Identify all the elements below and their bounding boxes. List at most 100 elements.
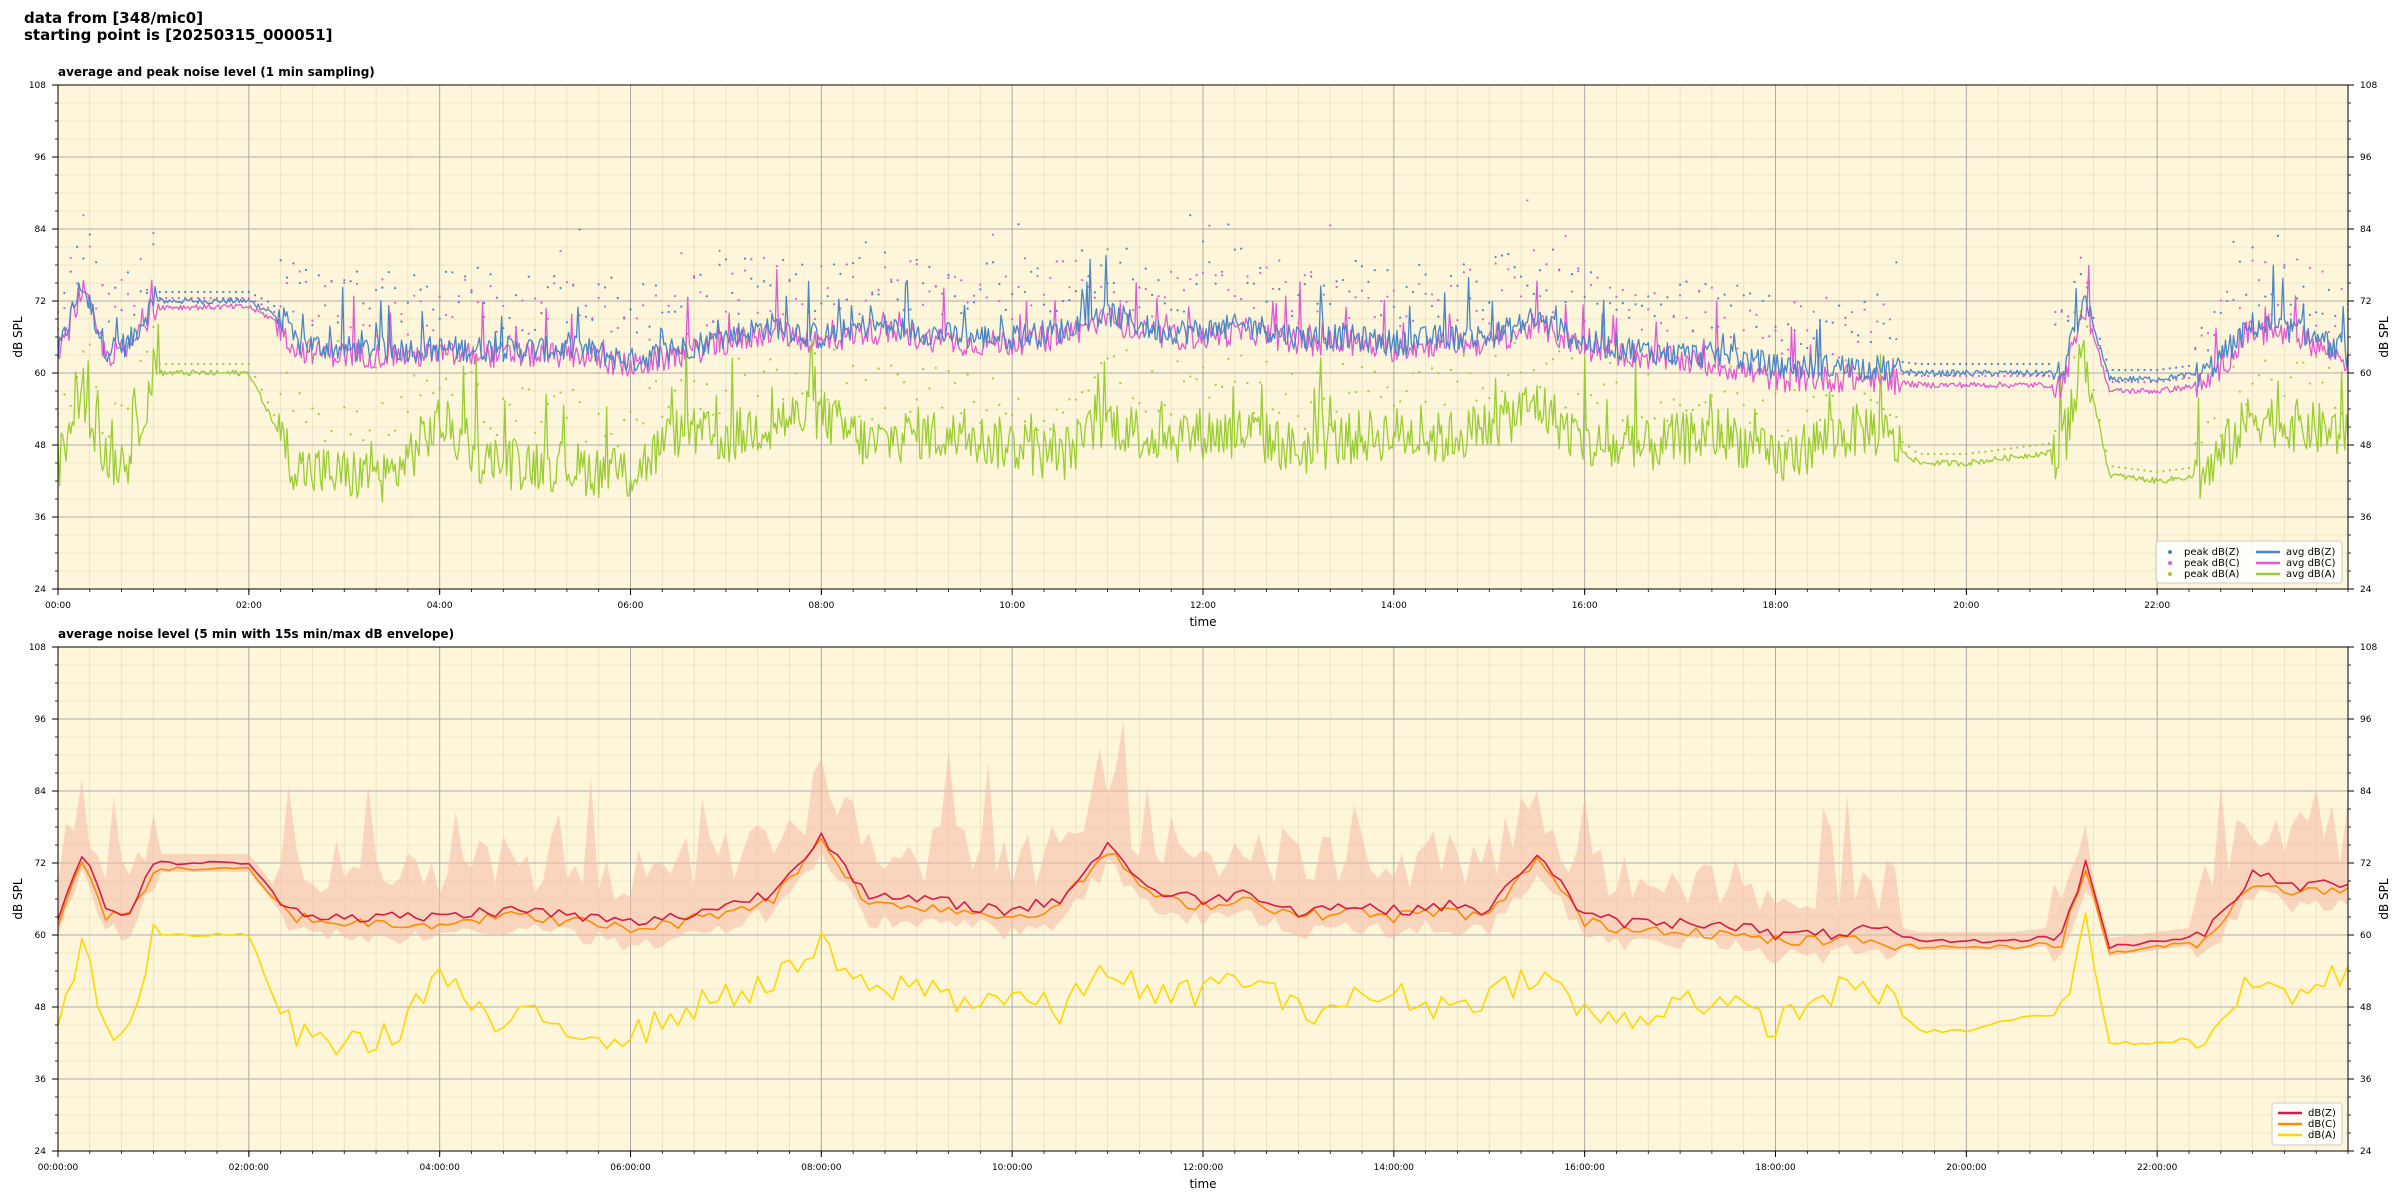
top-peak-point — [693, 276, 696, 279]
top-peak-point — [667, 405, 670, 408]
top-peak-point — [2060, 310, 2063, 313]
top-peak-point — [1977, 451, 1981, 454]
top-peak-point — [1939, 452, 1942, 456]
top-peak-point — [1100, 264, 1103, 267]
top-peak-point — [2181, 377, 2184, 380]
top-peak-series-0 — [58, 214, 2348, 372]
top-peak-point — [241, 290, 244, 294]
top-peak-point — [2092, 316, 2095, 320]
top-peak-point — [890, 280, 893, 284]
top-peak-point — [1106, 357, 1109, 360]
top-peak-point — [1259, 271, 1262, 274]
top-peak-point — [355, 410, 359, 413]
top-peak-point — [635, 418, 638, 421]
top-peak-point — [1201, 240, 1205, 243]
top-peak-point — [877, 288, 880, 291]
top-peak-point — [1068, 299, 1071, 302]
top-peak-point — [2232, 298, 2235, 301]
top-peak-point — [133, 327, 136, 330]
top-peak-point — [1774, 392, 1777, 395]
top-peak-point — [1927, 362, 1930, 366]
top-peak-point — [2079, 256, 2082, 259]
top-peak-point — [1214, 274, 1217, 277]
top-peak-point — [1189, 375, 1192, 378]
top-peak-point — [934, 285, 937, 288]
top-peak-point — [464, 275, 467, 278]
top-peak-point — [343, 281, 346, 285]
top-chart-title: average and peak noise level (1 min samp… — [58, 65, 375, 79]
top-peak-point — [196, 362, 200, 366]
top-peak-point — [1678, 294, 1682, 297]
top-peak-point — [642, 283, 645, 286]
top-peak-point — [1704, 282, 1707, 286]
top-peak-point — [139, 359, 142, 362]
top-peak-point — [1036, 274, 1039, 278]
top-peak-point — [2257, 304, 2261, 307]
bottom-xtick-label: 18:00:00 — [1755, 1163, 1796, 1173]
top-peak-point — [2054, 323, 2057, 326]
top-peak-point — [2054, 310, 2057, 314]
top-peak-point — [1081, 391, 1084, 394]
top-peak-point — [1653, 417, 1656, 420]
top-peak-point — [82, 257, 85, 260]
top-peak-point — [1691, 330, 1694, 333]
bottom-legend-label: dB(Z) — [2308, 1108, 2336, 1119]
top-peak-point — [1596, 302, 1599, 305]
top-peak-point — [1131, 278, 1135, 281]
top-peak-point — [298, 270, 301, 273]
top-peak-point — [1621, 288, 1624, 292]
top-peak-point — [470, 371, 473, 374]
top-peak-point — [2283, 263, 2286, 267]
top-peak-point — [1609, 302, 1612, 305]
top-ytick-left-label: 96 — [35, 153, 47, 163]
top-peak-point — [1920, 362, 1923, 366]
bottom-ytick-right-label: 96 — [2360, 715, 2372, 725]
top-peak-point — [1246, 275, 1249, 278]
top-peak-point — [2200, 326, 2203, 329]
top-peak-point — [158, 290, 161, 294]
top-peak-point — [1360, 289, 1364, 292]
top-peak-point — [1310, 401, 1313, 404]
top-peak-point — [1640, 304, 1644, 307]
top-peak-point — [750, 277, 753, 280]
top-peak-point — [489, 427, 492, 430]
top-peak-point — [1863, 392, 1866, 395]
top-legend-label: peak dB(A) — [2184, 569, 2240, 580]
top-peak-point — [349, 326, 352, 329]
top-peak-point — [820, 302, 823, 305]
top-peak-point — [2308, 266, 2311, 269]
top-peak-point — [915, 398, 918, 401]
top-peak-point — [1920, 452, 1923, 456]
top-peak-point — [1252, 411, 1255, 415]
top-peak-point — [699, 407, 702, 411]
top-peak-point — [985, 262, 988, 265]
top-peak-point — [1297, 414, 1300, 418]
top-peak-point — [1647, 295, 1650, 298]
top-peak-point — [1748, 421, 1752, 424]
top-peak-point — [222, 290, 225, 294]
top-peak-point — [1507, 268, 1510, 271]
top-peak-point — [1519, 371, 1523, 374]
top-peak-point — [1208, 396, 1211, 399]
top-peak-point — [1793, 329, 1796, 332]
bottom-ytick-left-label: 36 — [35, 1075, 47, 1085]
top-ytick-left-label: 24 — [35, 585, 47, 595]
top-peak-point — [572, 283, 575, 286]
top-peak-point — [909, 410, 912, 413]
top-peak-point — [1042, 303, 1046, 306]
top-peak-point — [2156, 470, 2159, 474]
top-peak-point — [1316, 310, 1319, 313]
top-peak-point — [743, 373, 747, 377]
top-peak-point — [1494, 256, 1497, 259]
top-peak-point — [801, 392, 804, 395]
top-peak-point — [1933, 452, 1936, 456]
top-peak-point — [1208, 261, 1211, 264]
top-peak-point — [1952, 362, 1955, 366]
top-peak-point — [947, 276, 950, 279]
top-peak-point — [1685, 316, 1688, 319]
top-peak-point — [1761, 336, 1764, 339]
top-peak-point — [1125, 247, 1128, 250]
bottom-ytick-left-label: 72 — [35, 859, 46, 869]
top-peak-point — [979, 288, 982, 291]
top-peak-point — [171, 362, 174, 366]
